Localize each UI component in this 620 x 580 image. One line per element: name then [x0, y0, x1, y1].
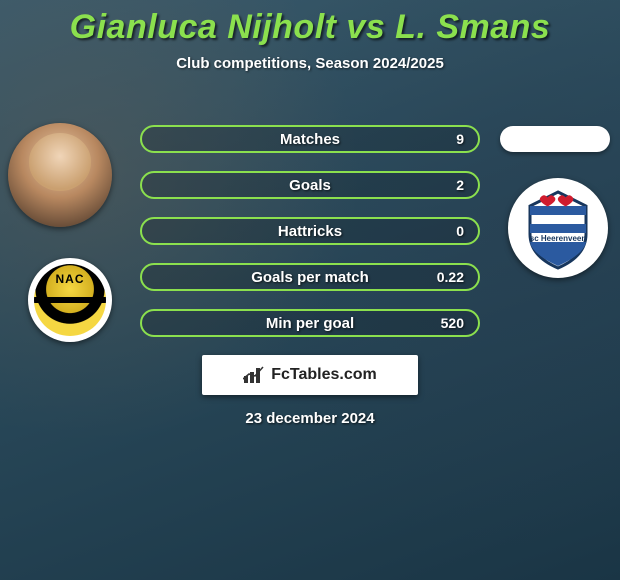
stat-value: 0	[456, 223, 464, 239]
stat-value: 0.22	[437, 269, 464, 285]
stat-value: 2	[456, 177, 464, 193]
club-badge-left-label: NAC	[28, 272, 112, 286]
stat-value: 9	[456, 131, 464, 147]
stat-label: Hattricks	[278, 223, 342, 240]
brand-box: FcTables.com	[202, 355, 418, 395]
club-badge-left: NAC	[28, 258, 112, 342]
stat-label: Min per goal	[266, 315, 354, 332]
svg-text:sc Heerenveen: sc Heerenveen	[530, 234, 587, 243]
club-badge-right: sc Heerenveen	[508, 178, 608, 278]
date-label: 23 december 2024	[0, 410, 620, 427]
stat-label: Goals per match	[251, 269, 369, 286]
page-subtitle: Club competitions, Season 2024/2025	[0, 55, 620, 72]
stat-value: 520	[441, 315, 464, 331]
stat-row: Hattricks 0	[140, 217, 480, 245]
stat-label: Matches	[280, 131, 340, 148]
player-left-avatar	[8, 123, 112, 227]
bar-chart-icon	[243, 366, 265, 384]
brand-label: FcTables.com	[271, 366, 377, 384]
stat-row: Min per goal 520	[140, 309, 480, 337]
player-right-pill	[500, 126, 610, 152]
page-title: Gianluca Nijholt vs L. Smans	[0, 0, 620, 47]
stat-row: Goals 2	[140, 171, 480, 199]
stat-label: Goals	[289, 177, 331, 194]
club-badge-right-svg: sc Heerenveen	[508, 178, 608, 278]
stat-row: Goals per match 0.22	[140, 263, 480, 291]
stats-table: Matches 9 Goals 2 Hattricks 0 Goals per …	[140, 125, 480, 355]
stat-row: Matches 9	[140, 125, 480, 153]
